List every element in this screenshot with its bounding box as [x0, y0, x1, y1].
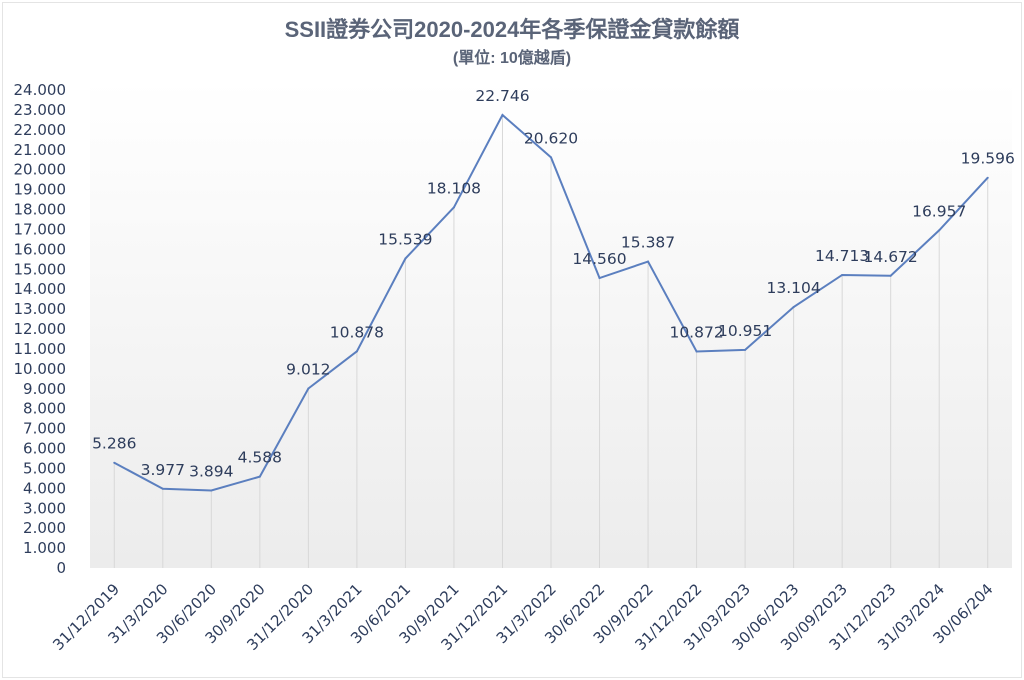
data-label: 15.387	[621, 234, 675, 252]
data-label: 10.872	[669, 323, 723, 341]
data-point	[889, 274, 892, 277]
data-point	[598, 277, 601, 280]
y-tick-label: 9.000	[23, 380, 66, 398]
data-label: 19.596	[961, 150, 1015, 168]
data-point	[744, 348, 747, 351]
data-point	[841, 273, 844, 276]
y-tick-label: 7.000	[23, 420, 66, 438]
data-label: 10.878	[330, 323, 384, 341]
data-label: 20.620	[524, 129, 578, 147]
data-label: 3.977	[141, 461, 185, 479]
y-tick-label: 22.000	[14, 121, 67, 139]
data-point	[113, 461, 116, 464]
data-point	[210, 489, 213, 492]
data-point	[161, 487, 164, 490]
y-tick-label: 5.000	[23, 459, 66, 477]
y-tick-label: 11.000	[14, 340, 67, 358]
y-tick-label: 1.000	[23, 539, 66, 557]
data-point	[938, 229, 941, 232]
y-tick-label: 21.000	[14, 141, 67, 159]
y-tick-label: 8.000	[23, 400, 66, 418]
y-tick-label: 12.000	[14, 320, 67, 338]
data-label: 22.746	[475, 87, 529, 105]
data-label: 4.588	[238, 449, 282, 467]
data-point	[550, 156, 552, 159]
y-tick-label: 4.000	[23, 479, 66, 497]
data-label: 9.012	[286, 361, 330, 379]
data-point	[404, 257, 407, 260]
y-tick-label: 15.000	[14, 260, 67, 278]
data-label: 14.560	[572, 250, 626, 268]
y-tick-label: 19.000	[14, 181, 67, 199]
data-point	[501, 113, 504, 116]
y-tick-label: 13.000	[14, 300, 67, 318]
data-point	[307, 387, 310, 390]
y-tick-label: 24.000	[14, 81, 67, 99]
y-tick-label: 0	[56, 559, 66, 577]
data-label: 14.713	[815, 247, 869, 265]
y-tick-label: 14.000	[14, 280, 67, 298]
data-label: 13.104	[767, 279, 821, 297]
data-point	[986, 176, 989, 179]
data-point	[452, 206, 455, 209]
y-tick-label: 10.000	[14, 360, 67, 378]
y-tick-label: 2.000	[23, 519, 66, 537]
y-tick-label: 17.000	[14, 220, 67, 238]
data-point	[355, 350, 358, 353]
chart-title: SSII證券公司2020-2024年各季保證金貸款餘額	[284, 17, 740, 42]
data-label: 15.539	[378, 231, 432, 249]
data-point	[792, 306, 795, 309]
y-tick-label: 18.000	[14, 201, 67, 219]
data-point	[258, 475, 261, 478]
chart-subtitle: (單位: 10億越盾)	[452, 50, 572, 67]
data-label: 16.957	[912, 202, 966, 220]
y-tick-label: 16.000	[14, 240, 67, 258]
data-label: 18.108	[427, 179, 481, 197]
data-label: 10.951	[718, 322, 772, 340]
y-tick-label: 6.000	[23, 440, 66, 458]
data-label: 3.894	[189, 462, 233, 480]
y-tick-label: 20.000	[14, 161, 67, 179]
data-label: 14.672	[864, 248, 918, 266]
data-point	[647, 260, 650, 263]
data-label: 5.286	[92, 435, 136, 453]
y-tick-label: 23.000	[14, 101, 67, 119]
data-point	[695, 350, 698, 353]
y-tick-label: 3.000	[23, 499, 66, 517]
